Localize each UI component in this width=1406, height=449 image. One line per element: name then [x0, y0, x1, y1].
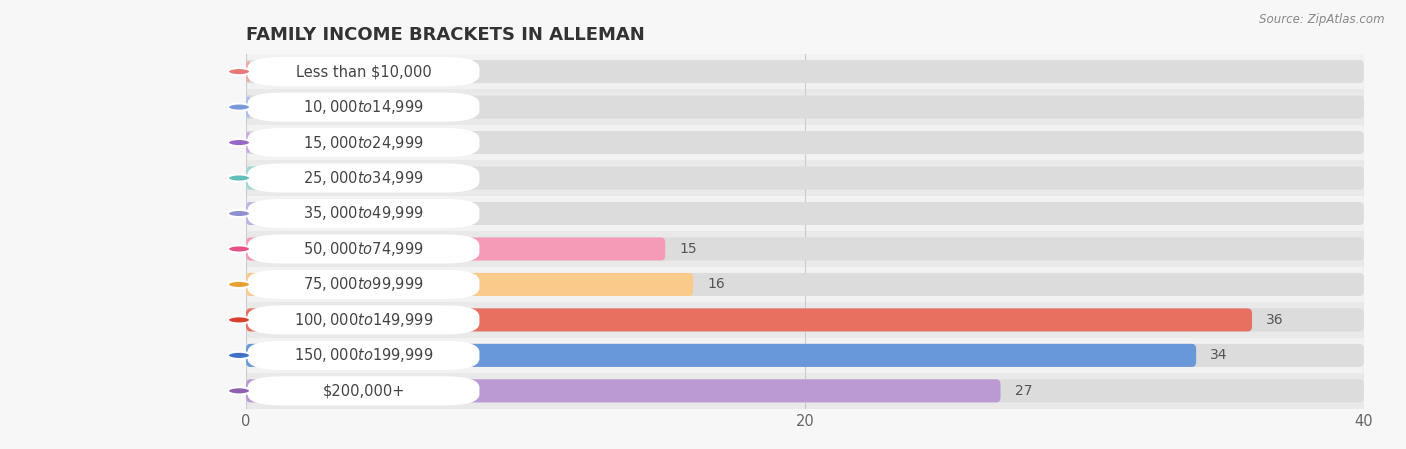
Bar: [246, 373, 1364, 409]
FancyBboxPatch shape: [246, 96, 250, 119]
Bar: [246, 231, 1364, 267]
Text: FAMILY INCOME BRACKETS IN ALLEMAN: FAMILY INCOME BRACKETS IN ALLEMAN: [246, 26, 645, 44]
FancyBboxPatch shape: [246, 273, 693, 296]
FancyBboxPatch shape: [246, 60, 1364, 83]
FancyBboxPatch shape: [246, 379, 1001, 402]
Text: $100,000 to $149,999: $100,000 to $149,999: [294, 311, 433, 329]
FancyBboxPatch shape: [246, 308, 1253, 331]
FancyBboxPatch shape: [246, 379, 1364, 402]
Text: $25,000 to $34,999: $25,000 to $34,999: [304, 169, 423, 187]
Text: $10,000 to $14,999: $10,000 to $14,999: [304, 98, 423, 116]
Text: $35,000 to $49,999: $35,000 to $49,999: [304, 204, 423, 223]
FancyBboxPatch shape: [246, 167, 274, 189]
FancyBboxPatch shape: [246, 273, 1364, 296]
Text: $200,000+: $200,000+: [322, 383, 405, 398]
Text: Less than $10,000: Less than $10,000: [295, 64, 432, 79]
FancyBboxPatch shape: [246, 238, 665, 260]
Text: 27: 27: [1015, 384, 1032, 398]
FancyBboxPatch shape: [246, 308, 1364, 331]
Text: 15: 15: [679, 242, 697, 256]
Text: $150,000 to $199,999: $150,000 to $199,999: [294, 346, 433, 365]
Bar: [246, 302, 1364, 338]
Text: 1: 1: [288, 171, 297, 185]
FancyBboxPatch shape: [246, 238, 1364, 260]
Bar: [246, 267, 1364, 302]
Text: 0: 0: [260, 100, 269, 114]
Bar: [246, 54, 1364, 89]
Text: 16: 16: [707, 277, 725, 291]
Text: $50,000 to $74,999: $50,000 to $74,999: [304, 240, 423, 258]
FancyBboxPatch shape: [246, 96, 1364, 119]
Bar: [246, 160, 1364, 196]
Text: $15,000 to $24,999: $15,000 to $24,999: [304, 133, 423, 152]
Text: $75,000 to $99,999: $75,000 to $99,999: [304, 275, 423, 294]
Text: 3: 3: [344, 207, 353, 220]
FancyBboxPatch shape: [246, 344, 1364, 367]
FancyBboxPatch shape: [246, 167, 1364, 189]
Bar: [246, 338, 1364, 373]
Text: 36: 36: [1265, 313, 1284, 327]
Text: 34: 34: [1211, 348, 1227, 362]
Text: Source: ZipAtlas.com: Source: ZipAtlas.com: [1260, 13, 1385, 26]
FancyBboxPatch shape: [246, 60, 250, 83]
Bar: [246, 89, 1364, 125]
FancyBboxPatch shape: [246, 202, 1364, 225]
FancyBboxPatch shape: [246, 344, 1197, 367]
Bar: [246, 125, 1364, 160]
FancyBboxPatch shape: [246, 131, 250, 154]
Text: 0: 0: [260, 65, 269, 79]
FancyBboxPatch shape: [246, 131, 1364, 154]
Bar: [246, 196, 1364, 231]
FancyBboxPatch shape: [246, 202, 330, 225]
Text: 0: 0: [260, 136, 269, 150]
